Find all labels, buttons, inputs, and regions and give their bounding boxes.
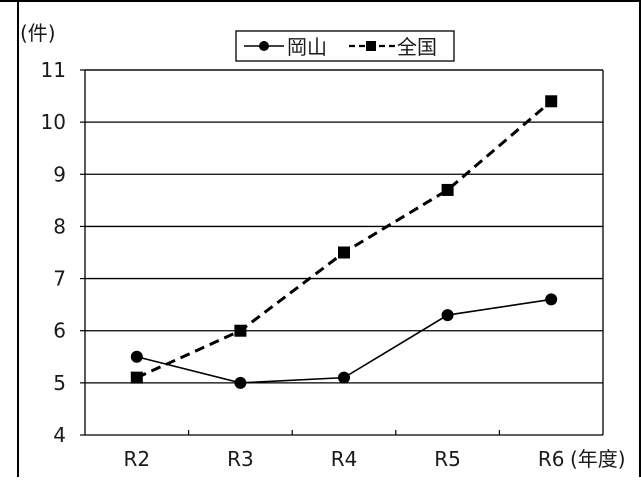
legend-label-okayama: 岡山: [287, 35, 327, 59]
series-0-point: [234, 376, 247, 389]
series-0-point: [441, 309, 454, 322]
x-tick-label: R3: [227, 447, 254, 471]
x-tick-label: R6: [538, 447, 565, 471]
legend-label-zenkoku: 全国: [397, 35, 437, 59]
series-0-point: [545, 293, 558, 306]
series-1-point: [130, 371, 143, 384]
y-tick-label: 5: [53, 371, 66, 395]
series: [130, 95, 558, 389]
y-tick-label: 9: [53, 162, 66, 186]
y-tick-label: 7: [53, 267, 66, 291]
series-line-1: [136, 100, 553, 380]
series-0-point: [338, 371, 350, 384]
series-1-point: [441, 183, 454, 196]
gridlines: [85, 69, 603, 384]
y-tick-labels: 4 5 6 7 8 9 10 11: [41, 58, 66, 447]
x-tick-label: R2: [123, 447, 150, 471]
legend: 岡山 全国: [235, 30, 455, 62]
series-1-point: [234, 324, 247, 337]
x-tick-labels: R2 R3 R4 R5 R6: [123, 447, 564, 471]
series-1-point: [338, 246, 350, 259]
y-tick-label: 10: [41, 110, 66, 134]
axes: [80, 69, 604, 436]
series-1-point: [545, 95, 558, 108]
legend-marker-okayama: [259, 41, 269, 51]
x-tick-label: R5: [434, 447, 461, 471]
series-line-0: [136, 298, 552, 384]
legend-marker-zenkoku: [366, 41, 376, 51]
series-0-point: [130, 350, 143, 363]
y-tick-label: 11: [41, 58, 66, 82]
y-tick-label: 4: [53, 423, 66, 447]
y-tick-label: 6: [53, 319, 66, 343]
y-unit-label: (件): [20, 21, 56, 45]
x-unit-label: (年度): [570, 447, 626, 471]
y-tick-label: 8: [53, 214, 66, 238]
x-tick-label: R4: [331, 447, 358, 471]
